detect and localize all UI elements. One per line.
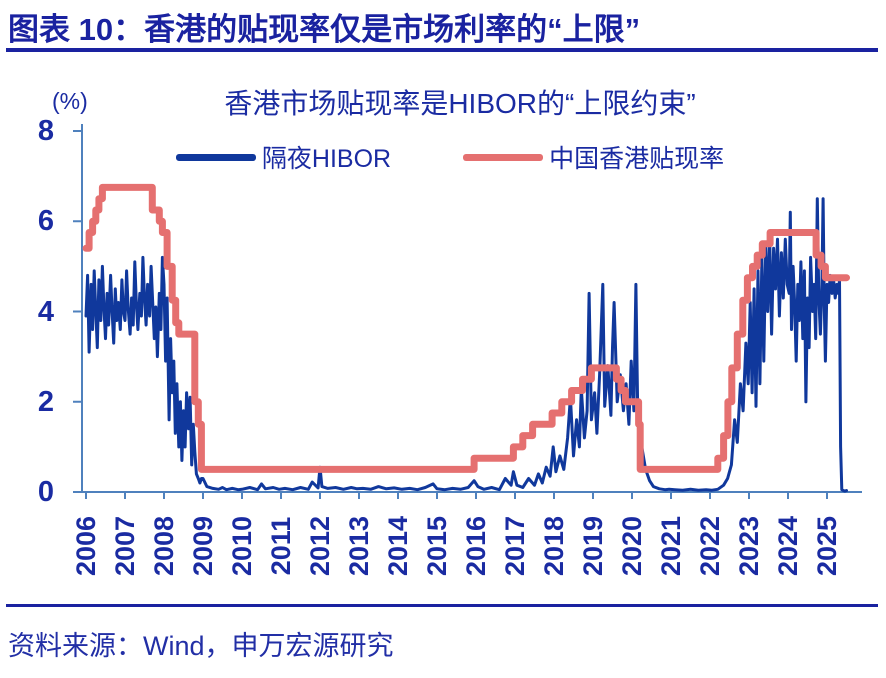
x-tick-label: 2014 bbox=[383, 515, 413, 577]
footer-divider bbox=[6, 604, 878, 607]
x-tick-label: 2008 bbox=[149, 515, 179, 577]
y-axis-unit-label: (%) bbox=[52, 88, 88, 114]
legend-item-discount-rate: 中国香港贴现率 bbox=[463, 139, 724, 175]
x-tick-label: 2020 bbox=[617, 515, 647, 577]
discount-rate-line bbox=[82, 183, 850, 473]
legend-item-hibor: 隔夜HIBOR bbox=[175, 139, 392, 175]
x-tick-label: 2009 bbox=[188, 515, 218, 577]
chart-title: 香港市场贴现率是HIBOR的“上限约束” bbox=[224, 88, 696, 119]
x-tick-label: 2023 bbox=[734, 515, 764, 577]
x-tick-label: 2012 bbox=[305, 515, 335, 577]
title-divider bbox=[6, 48, 878, 52]
legend-label-hibor: 隔夜HIBOR bbox=[261, 145, 392, 173]
y-tick-label: 4 bbox=[37, 295, 54, 328]
x-tick-label: 2007 bbox=[110, 515, 140, 577]
x-tick-label: 2019 bbox=[578, 515, 608, 577]
x-tick-label: 2025 bbox=[812, 515, 842, 577]
y-tick-label: 0 bbox=[37, 476, 54, 508]
x-tick-label: 2022 bbox=[695, 515, 725, 577]
x-tick-label: 2021 bbox=[656, 515, 686, 577]
x-tick-label: 2016 bbox=[461, 515, 491, 577]
hibor-line-swatch bbox=[175, 153, 256, 161]
x-tick-label: 2011 bbox=[266, 516, 296, 576]
source-text: 资料来源：Wind，申万宏源研究 bbox=[8, 631, 394, 661]
legend-label-discount-rate: 中国香港贴现率 bbox=[549, 145, 725, 173]
figure-title: 图表 10：香港的贴现率仅是市场利率的“上限” bbox=[8, 12, 641, 47]
x-tick-label: 2017 bbox=[500, 515, 530, 577]
x-tick-label: 2010 bbox=[227, 515, 257, 577]
y-tick-label: 8 bbox=[37, 115, 54, 147]
x-tick-label: 2024 bbox=[773, 515, 803, 577]
x-tick-label: 2015 bbox=[422, 515, 452, 577]
chart-legend: 隔夜HIBOR 中国香港贴现率 bbox=[90, 139, 810, 175]
y-tick-label: 6 bbox=[37, 205, 54, 238]
hibor-line bbox=[84, 197, 848, 493]
x-tick-label: 2013 bbox=[344, 515, 374, 577]
x-tick-label: 2018 bbox=[539, 515, 569, 577]
y-tick-label: 2 bbox=[37, 385, 54, 418]
x-tick-label: 2006 bbox=[71, 515, 101, 577]
discount-rate-line-swatch bbox=[463, 153, 544, 161]
